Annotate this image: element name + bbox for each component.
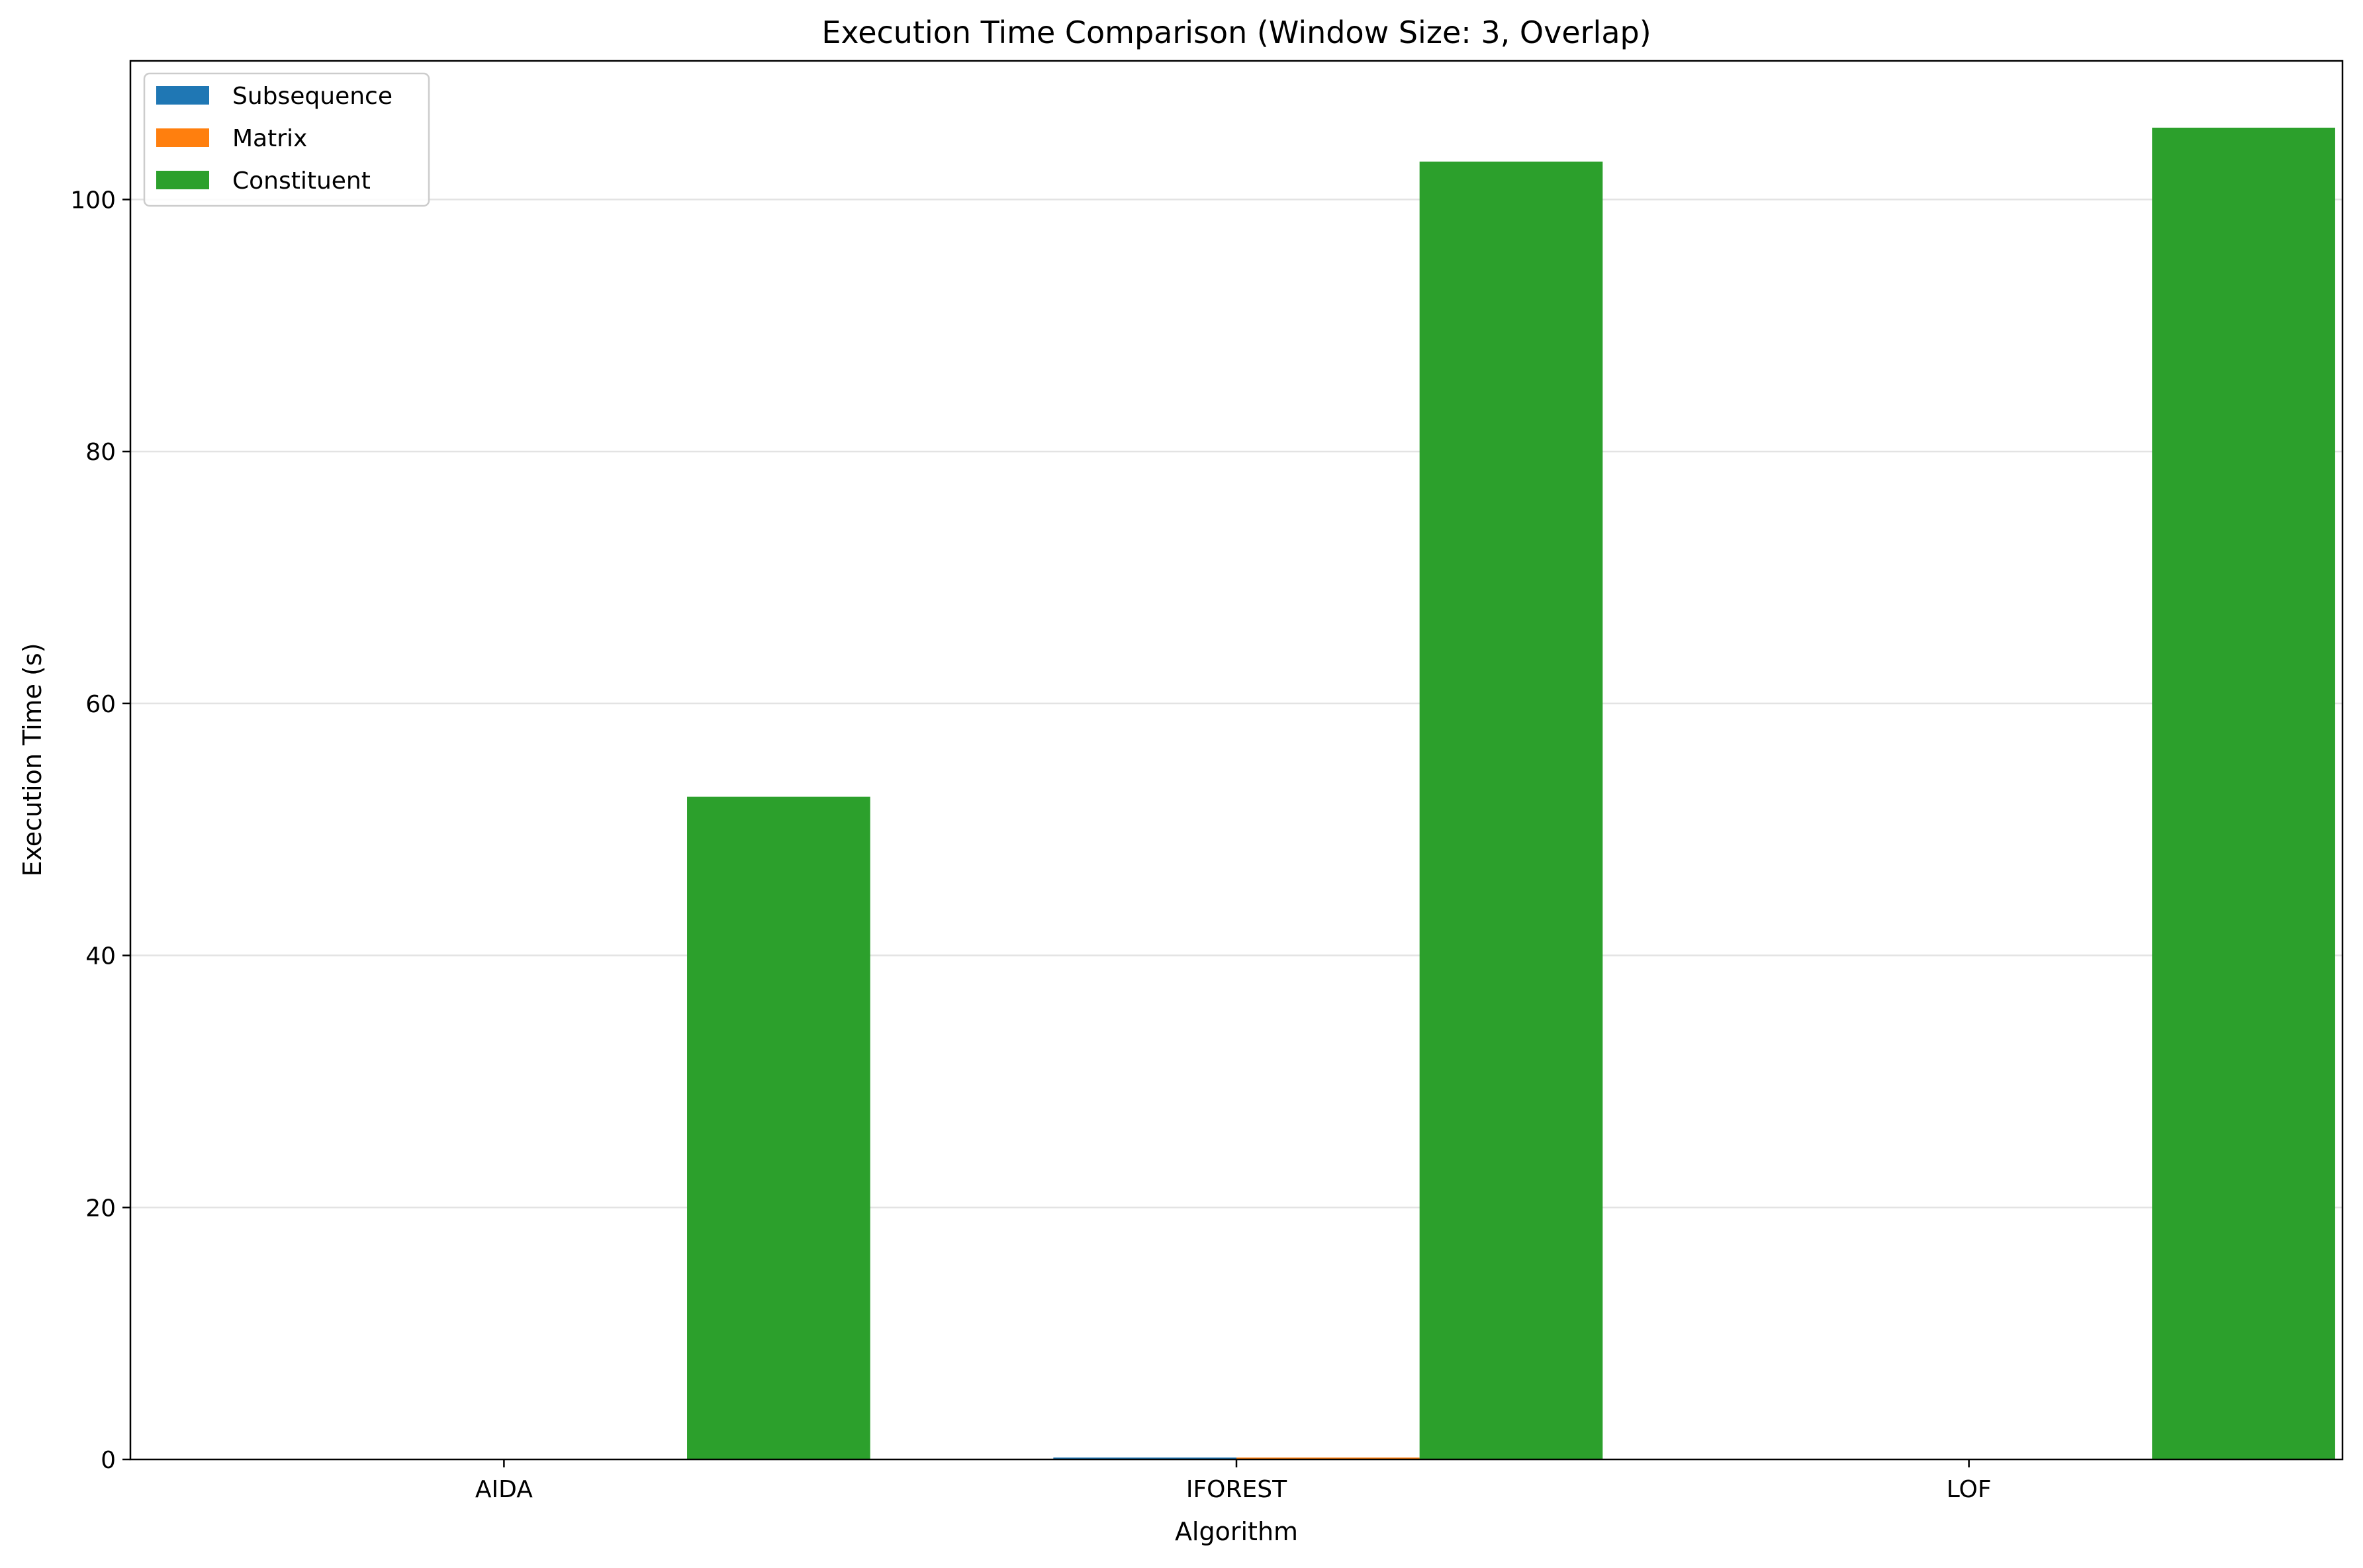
bar-constituent-aida bbox=[687, 796, 870, 1459]
legend-label-subsequence: Subsequence bbox=[232, 83, 393, 110]
legend-swatch-constituent bbox=[156, 171, 209, 189]
legend-swatch-subsequence bbox=[156, 86, 209, 105]
chart-title: Execution Time Comparison (Window Size: … bbox=[821, 15, 1651, 50]
x-axis-ticks: AIDA IFOREST LOF bbox=[475, 1459, 1992, 1503]
legend-label-constituent: Constituent bbox=[232, 167, 371, 195]
bar-constituent-lof bbox=[2152, 127, 2335, 1459]
plot-area bbox=[130, 61, 2342, 1459]
bars bbox=[320, 127, 2335, 1459]
legend-label-matrix: Matrix bbox=[232, 125, 307, 152]
y-tick-label: 0 bbox=[101, 1447, 116, 1474]
x-tick-label: LOF bbox=[1947, 1476, 1992, 1503]
y-axis-ticks: 0 20 40 60 80 100 bbox=[70, 187, 130, 1474]
bar-matrix-iforest bbox=[1236, 1457, 1420, 1459]
y-tick-label: 60 bbox=[85, 691, 116, 718]
y-tick-label: 80 bbox=[85, 439, 116, 466]
bar-constituent-iforest bbox=[1419, 161, 1603, 1459]
grid-lines bbox=[130, 199, 2342, 1209]
legend: Subsequence Matrix Constituent bbox=[143, 72, 430, 207]
y-tick-label: 20 bbox=[85, 1195, 116, 1222]
x-tick-label: IFOREST bbox=[1186, 1476, 1287, 1503]
y-tick-label: 100 bbox=[70, 187, 116, 214]
x-tick-label: AIDA bbox=[475, 1476, 533, 1503]
x-axis-label: Algorithm bbox=[1175, 1517, 1298, 1546]
legend-box bbox=[143, 72, 430, 207]
y-axis-label: Execution Time (s) bbox=[18, 643, 47, 876]
y-tick-label: 40 bbox=[85, 943, 116, 970]
legend-swatch-matrix bbox=[156, 128, 209, 147]
bar-subsequence-iforest bbox=[1053, 1457, 1236, 1459]
